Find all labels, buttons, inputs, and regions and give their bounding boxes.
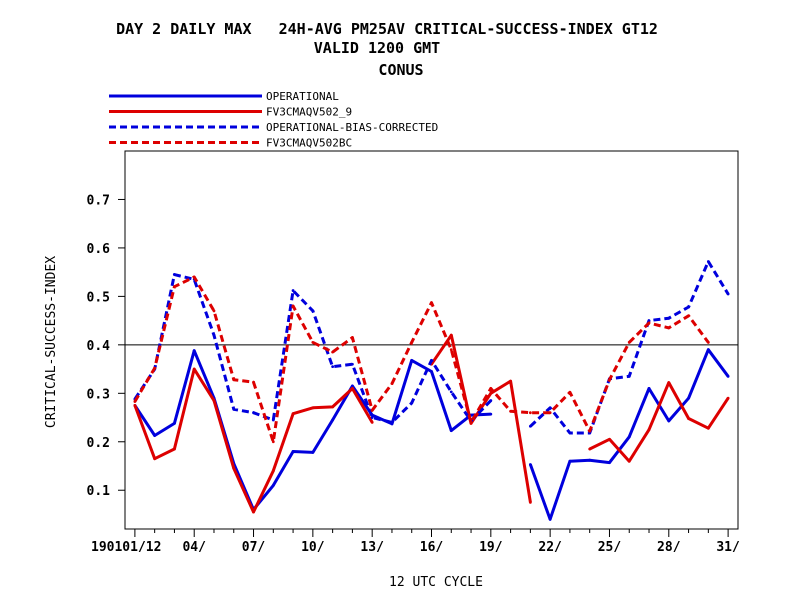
data-point: [469, 420, 473, 424]
chart-title-line: VALID 1200 GMT: [314, 39, 440, 57]
x-tick-label: 31/: [716, 540, 740, 555]
series-line: [133, 367, 374, 514]
x-tick-label: 13/: [360, 540, 384, 555]
x-axis: 190101/12 04/07/10/13/16/19/22/25/28/31/: [91, 529, 740, 555]
data-point: [528, 411, 532, 415]
y-tick-label: 0.3: [87, 387, 110, 402]
y-axis-label: CRITICAL-SUCCESS-INDEX: [44, 256, 59, 428]
data-point: [370, 416, 374, 419]
data-point: [449, 390, 453, 394]
y-tick-label: 0.1: [87, 484, 111, 499]
chart-titles: DAY 2 DAILY MAX 24H-AVG PM25AV CRITICAL-…: [116, 20, 658, 79]
y-tick-label: 0.4: [87, 339, 111, 354]
data-point: [271, 440, 275, 444]
legend: OPERATIONAL FV3CMAQV502_9 OPERATIONAL-BIAS…: [109, 90, 438, 150]
series-line: [133, 275, 710, 444]
series-1: [133, 348, 730, 521]
data-point: [449, 348, 453, 352]
chart-title-line: DAY 2 DAILY MAX 24H-AVG PM25AV CRITICAL-…: [116, 20, 658, 38]
legend-label: OPERATIONAL: [266, 90, 339, 103]
y-axis: 0.1 0.2 0.3 0.4 0.5 0.6 0.7: [87, 193, 125, 499]
data-point: [331, 365, 335, 369]
data-point: [291, 289, 295, 292]
x-axis-label: 12 UTC CYCLE: [389, 575, 483, 590]
series-line: [589, 381, 730, 463]
legend-entry: OPERATIONAL-BIAS-CORRECTED: [109, 121, 438, 134]
series-line: [528, 348, 730, 521]
legend-entry: OPERATIONAL: [109, 90, 339, 103]
series-group: [133, 260, 730, 521]
x-tick-label: 19/: [479, 540, 503, 555]
legend-label: FV3CMAQV502BC: [266, 137, 352, 150]
series-line: [133, 273, 492, 424]
x-tick-label: 16/: [420, 540, 444, 555]
legend-entry: FV3CMAQV502_9: [109, 106, 352, 119]
x-tick-label: 22/: [538, 540, 562, 555]
x-tick-label: 07/: [242, 540, 266, 555]
x-tick-label: 28/: [657, 540, 681, 555]
x-tick-label: 190101/12: [91, 540, 161, 555]
series-line: [529, 260, 730, 435]
y-tick-label: 0.6: [87, 242, 111, 257]
series-4: [133, 275, 710, 444]
legend-entry: FV3CMAQV502BC: [109, 137, 352, 150]
y-tick-label: 0.5: [87, 290, 110, 305]
x-tick-label: 25/: [598, 540, 622, 555]
series-line: [133, 349, 491, 512]
x-tick-label: 04/: [182, 540, 206, 555]
y-tick-label: 0.7: [87, 193, 110, 208]
legend-label: FV3CMAQV502_9: [266, 106, 352, 119]
y-tick-label: 0.2: [87, 436, 110, 451]
chart-title-line: CONUS: [378, 61, 423, 79]
x-tick-label: 10/: [301, 540, 325, 555]
legend-label: OPERATIONAL-BIAS-CORRECTED: [266, 121, 438, 134]
